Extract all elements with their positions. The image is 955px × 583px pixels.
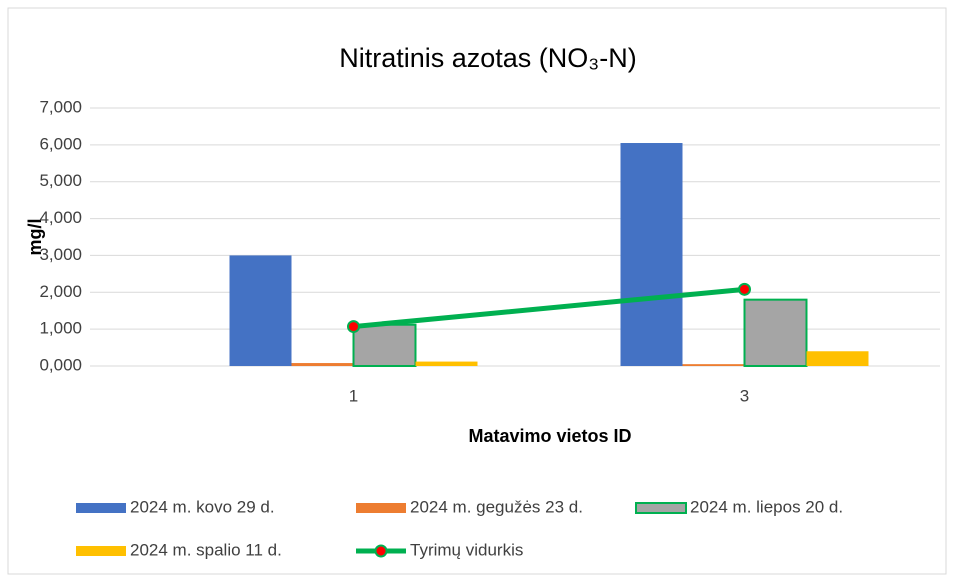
chart-title: Nitratinis azotas (NO₃-N): [339, 43, 637, 73]
bar: [291, 363, 354, 366]
legend-marker: [374, 544, 388, 558]
legend-swatch: [356, 503, 406, 513]
legend-swatch: [76, 503, 126, 513]
bar: [743, 298, 808, 367]
bar: [806, 351, 869, 366]
bar: [682, 364, 745, 366]
legend-swatch: [76, 546, 126, 556]
y-tick-label: 6,000: [39, 134, 82, 153]
legend-label: 2024 m. gegužės 23 d.: [410, 497, 583, 516]
y-tick-label: 4,000: [39, 208, 82, 227]
legend-label: Tyrimų vidurkis: [410, 540, 523, 559]
marker: [347, 320, 360, 334]
legend-label: 2024 m. spalio 11 d.: [130, 540, 282, 559]
y-tick-label: 3,000: [39, 245, 82, 264]
bar: [352, 323, 417, 367]
marker: [738, 282, 751, 296]
x-tick-label: 1: [349, 386, 358, 405]
y-tick-label: 1,000: [39, 319, 82, 338]
bar: [620, 143, 683, 366]
y-axis-title: mg/l: [25, 218, 45, 255]
bar: [229, 255, 292, 366]
x-tick-label: 3: [740, 386, 749, 405]
bar: [415, 361, 478, 366]
legend-swatch: [635, 502, 687, 514]
y-tick-label: 7,000: [39, 97, 82, 116]
chart-border: [7, 7, 947, 575]
legend-label: 2024 m. kovo 29 d.: [130, 497, 275, 516]
y-tick-label: 0,000: [39, 355, 82, 374]
legend-label: 2024 m. liepos 20 d.: [690, 497, 843, 516]
y-tick-label: 2,000: [39, 282, 82, 301]
line: [351, 286, 747, 330]
y-tick-label: 5,000: [39, 171, 82, 190]
x-axis-title: Matavimo vietos ID: [468, 426, 631, 446]
